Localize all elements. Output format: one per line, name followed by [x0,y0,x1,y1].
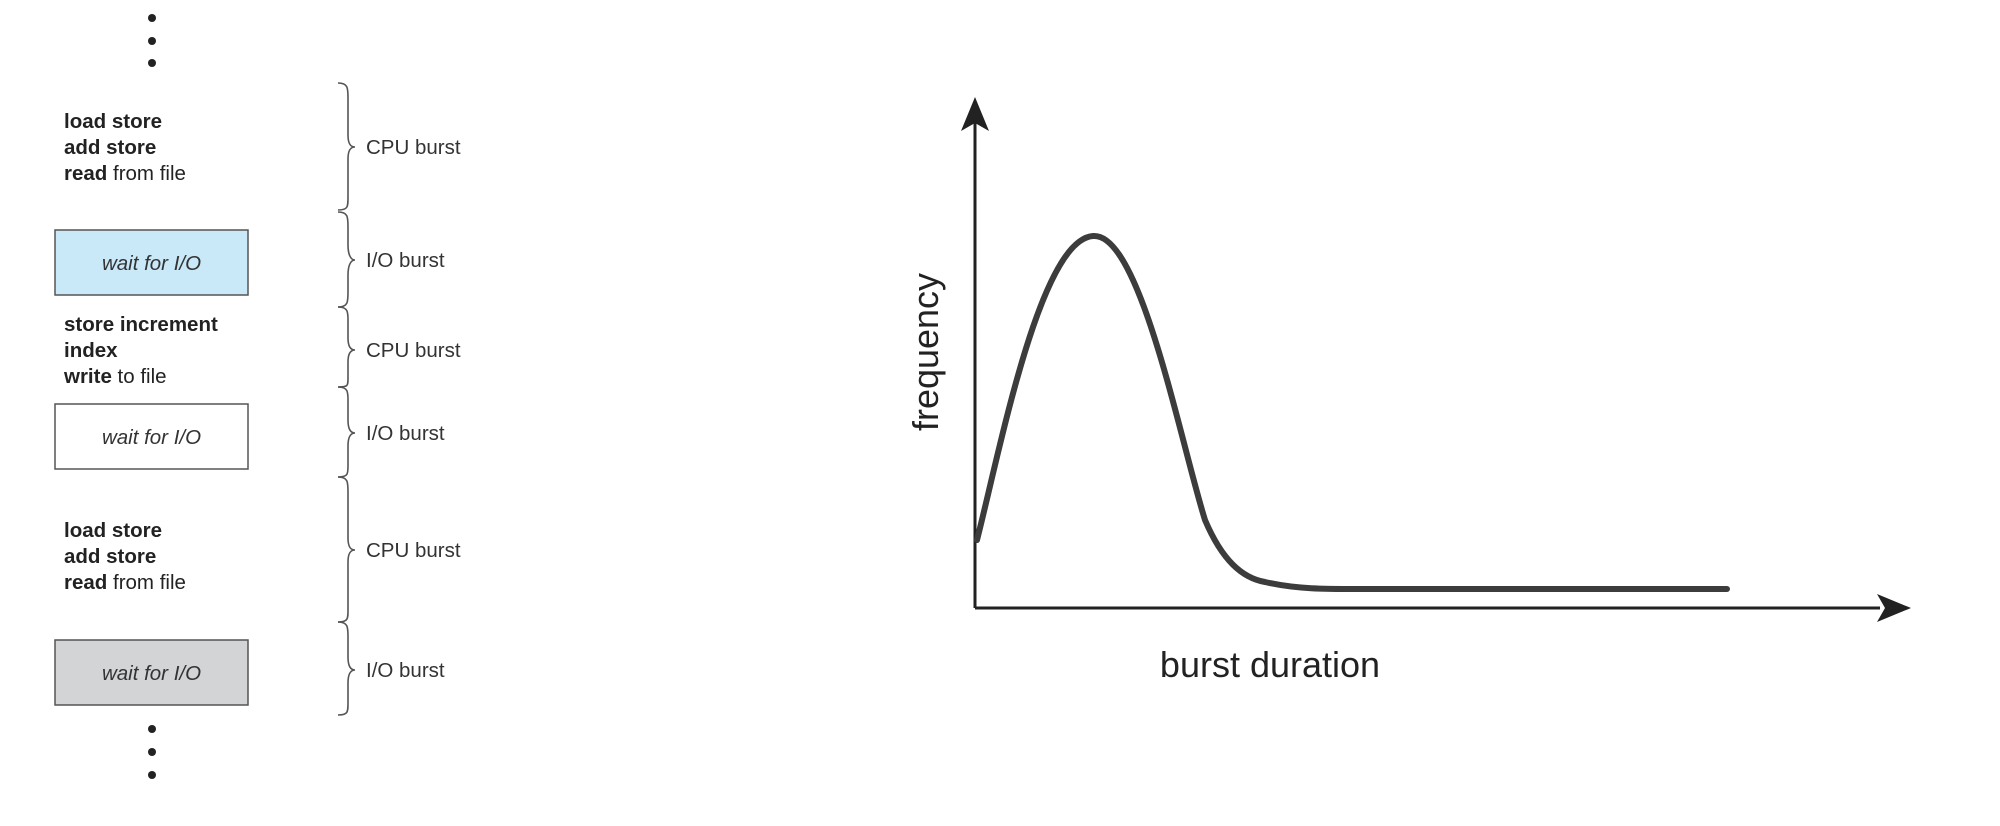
right-curly-brace-icon [337,211,356,308]
cpu-instructions-block: load store add store read from file [64,110,186,185]
instruction-line: add store [64,545,156,568]
frequency-curve [974,232,1730,593]
arrowhead-icon [961,97,989,131]
burst-label: CPU burst [366,136,461,159]
x-axis-label: burst duration [1160,644,1380,685]
right-curly-brace-icon [337,476,356,623]
wait-for-io-label: wait for I/O [102,426,201,449]
burst-label: I/O burst [366,422,445,445]
right-curly-brace-icon [337,306,356,388]
burst-label: CPU burst [366,539,461,562]
bottom-ellipsis-icon [148,725,156,779]
instruction-line: index [64,339,118,362]
wait-for-io-label: wait for I/O [102,252,201,275]
burst-sequence-panel: load store add store read from file wait… [54,14,461,779]
instruction-line: read from file [64,162,186,185]
right-curly-brace-icon [337,386,356,478]
right-curly-brace-icon [337,82,356,211]
wait-for-io-box: wait for I/O [54,639,249,706]
wait-for-io-box: wait for I/O [54,229,249,296]
cpu-instructions-block: load store add store read from file [64,519,186,594]
instruction-line: load store [64,110,162,133]
burst-label: I/O burst [366,249,445,272]
cpu-instructions-block: store increment index write to file [63,313,218,388]
instruction-line: store increment [64,313,218,336]
wait-for-io-label: wait for I/O [102,662,201,685]
top-ellipsis-icon [148,14,156,67]
y-axis-label: frequency [905,273,946,431]
burst-label: I/O burst [366,659,445,682]
instruction-line: read from file [64,571,186,594]
arrowhead-icon [1877,594,1911,622]
right-curly-brace-icon [337,621,356,716]
burst-label: CPU burst [366,339,461,362]
wait-for-io-box: wait for I/O [54,403,249,470]
burst-duration-histogram: frequency burst duration [905,97,1911,685]
instruction-line: write to file [63,365,167,388]
instruction-line: load store [64,519,162,542]
instruction-line: add store [64,136,156,159]
